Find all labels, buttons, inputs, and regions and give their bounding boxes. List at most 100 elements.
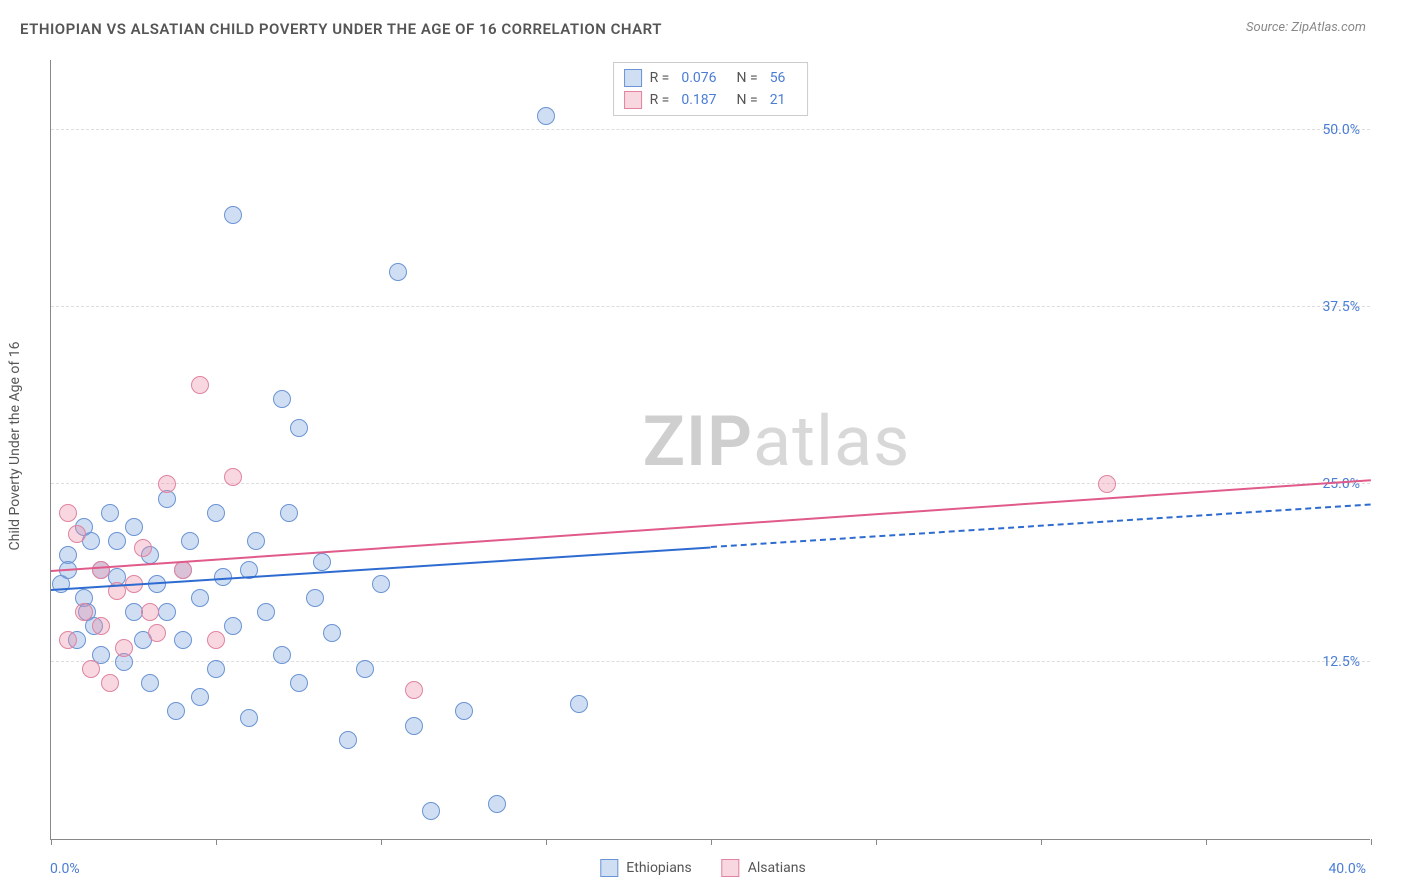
data-point <box>224 206 242 224</box>
trend-line-extrapolated <box>711 504 1371 549</box>
data-point <box>207 631 225 649</box>
data-point <box>174 631 192 649</box>
legend-r-label: R = <box>650 70 670 86</box>
data-point <box>224 468 242 486</box>
gridline-h <box>51 129 1370 130</box>
data-point <box>323 624 341 642</box>
data-point <box>134 539 152 557</box>
legend-series-label: Alsatians <box>748 860 806 876</box>
data-point <box>101 674 119 692</box>
data-point <box>372 575 390 593</box>
data-point <box>167 702 185 720</box>
legend-n-label: N = <box>737 92 758 108</box>
data-point <box>191 688 209 706</box>
data-point <box>273 646 291 664</box>
data-point <box>356 660 374 678</box>
data-point <box>389 263 407 281</box>
data-point <box>247 532 265 550</box>
trend-line <box>51 480 1371 573</box>
data-point <box>339 731 357 749</box>
data-point <box>115 639 133 657</box>
legend-row: R = 0.076 N = 56 <box>624 67 798 89</box>
data-point <box>125 603 143 621</box>
data-point <box>306 589 324 607</box>
legend-r-value: 0.187 <box>681 92 716 108</box>
x-axis-max-label: 40.0% <box>1328 861 1366 877</box>
data-point <box>59 631 77 649</box>
data-point <box>82 660 100 678</box>
legend-n-value: 21 <box>770 92 786 108</box>
x-tick <box>711 839 712 845</box>
data-point <box>405 717 423 735</box>
data-point <box>290 674 308 692</box>
chart-container: ETHIOPIAN VS ALSATIAN CHILD POVERTY UNDE… <box>0 0 1406 892</box>
data-point <box>313 553 331 571</box>
gridline-h <box>51 661 1370 662</box>
y-tick-label: 12.5% <box>1322 654 1360 670</box>
data-point <box>108 532 126 550</box>
data-point <box>1098 475 1116 493</box>
data-point <box>455 702 473 720</box>
x-tick <box>216 839 217 845</box>
legend-row: R = 0.187 N = 21 <box>624 89 798 111</box>
chart-title: ETHIOPIAN VS ALSATIAN CHILD POVERTY UNDE… <box>20 20 662 38</box>
x-tick <box>546 839 547 845</box>
legend-swatch <box>624 91 642 109</box>
data-point <box>141 603 159 621</box>
x-axis-min-label: 0.0% <box>50 861 80 877</box>
data-point <box>141 674 159 692</box>
legend-swatch <box>600 859 618 877</box>
legend-n-value: 56 <box>770 70 786 86</box>
x-tick <box>51 839 52 845</box>
data-point <box>68 525 86 543</box>
data-point <box>537 107 555 125</box>
data-point <box>280 504 298 522</box>
data-point <box>181 532 199 550</box>
gridline-h <box>51 306 1370 307</box>
legend-series-item: Alsatians <box>722 859 806 877</box>
y-tick-label: 25.0% <box>1322 476 1360 492</box>
correlation-legend: R = 0.076 N = 56 R = 0.187 N = 21 <box>613 62 809 116</box>
series-legend: Ethiopians Alsatians <box>600 859 805 877</box>
data-point <box>158 475 176 493</box>
y-axis-title: Child Poverty Under the Age of 16 <box>7 342 23 551</box>
legend-r-label: R = <box>650 92 670 108</box>
y-tick-label: 50.0% <box>1322 122 1360 138</box>
legend-series-item: Ethiopians <box>600 859 691 877</box>
legend-series-label: Ethiopians <box>626 860 691 876</box>
data-point <box>59 504 77 522</box>
data-point <box>158 603 176 621</box>
data-point <box>92 617 110 635</box>
data-point <box>148 624 166 642</box>
y-tick-label: 37.5% <box>1322 299 1360 315</box>
gridline-h <box>51 483 1370 484</box>
data-point <box>191 376 209 394</box>
data-point <box>101 504 119 522</box>
x-tick <box>1371 839 1372 845</box>
x-tick <box>1206 839 1207 845</box>
data-point <box>422 802 440 820</box>
watermark: ZIPatlas <box>643 400 911 482</box>
data-point <box>257 603 275 621</box>
data-point <box>207 660 225 678</box>
x-tick <box>381 839 382 845</box>
data-point <box>92 561 110 579</box>
data-point <box>290 419 308 437</box>
legend-swatch <box>624 69 642 87</box>
data-point <box>75 603 93 621</box>
data-point <box>125 518 143 536</box>
x-tick <box>876 839 877 845</box>
plot-area: ZIPatlas R = 0.076 N = 56 R = 0.187 N = 21 12.5… <box>50 60 1370 840</box>
data-point <box>191 589 209 607</box>
legend-n-label: N = <box>737 70 758 86</box>
x-tick <box>1041 839 1042 845</box>
data-point <box>240 709 258 727</box>
data-point <box>273 390 291 408</box>
data-point <box>405 681 423 699</box>
data-point <box>488 795 506 813</box>
data-point <box>570 695 588 713</box>
legend-r-value: 0.076 <box>681 70 716 86</box>
data-point <box>224 617 242 635</box>
data-point <box>207 504 225 522</box>
source-attribution: Source: ZipAtlas.com <box>1246 20 1366 35</box>
